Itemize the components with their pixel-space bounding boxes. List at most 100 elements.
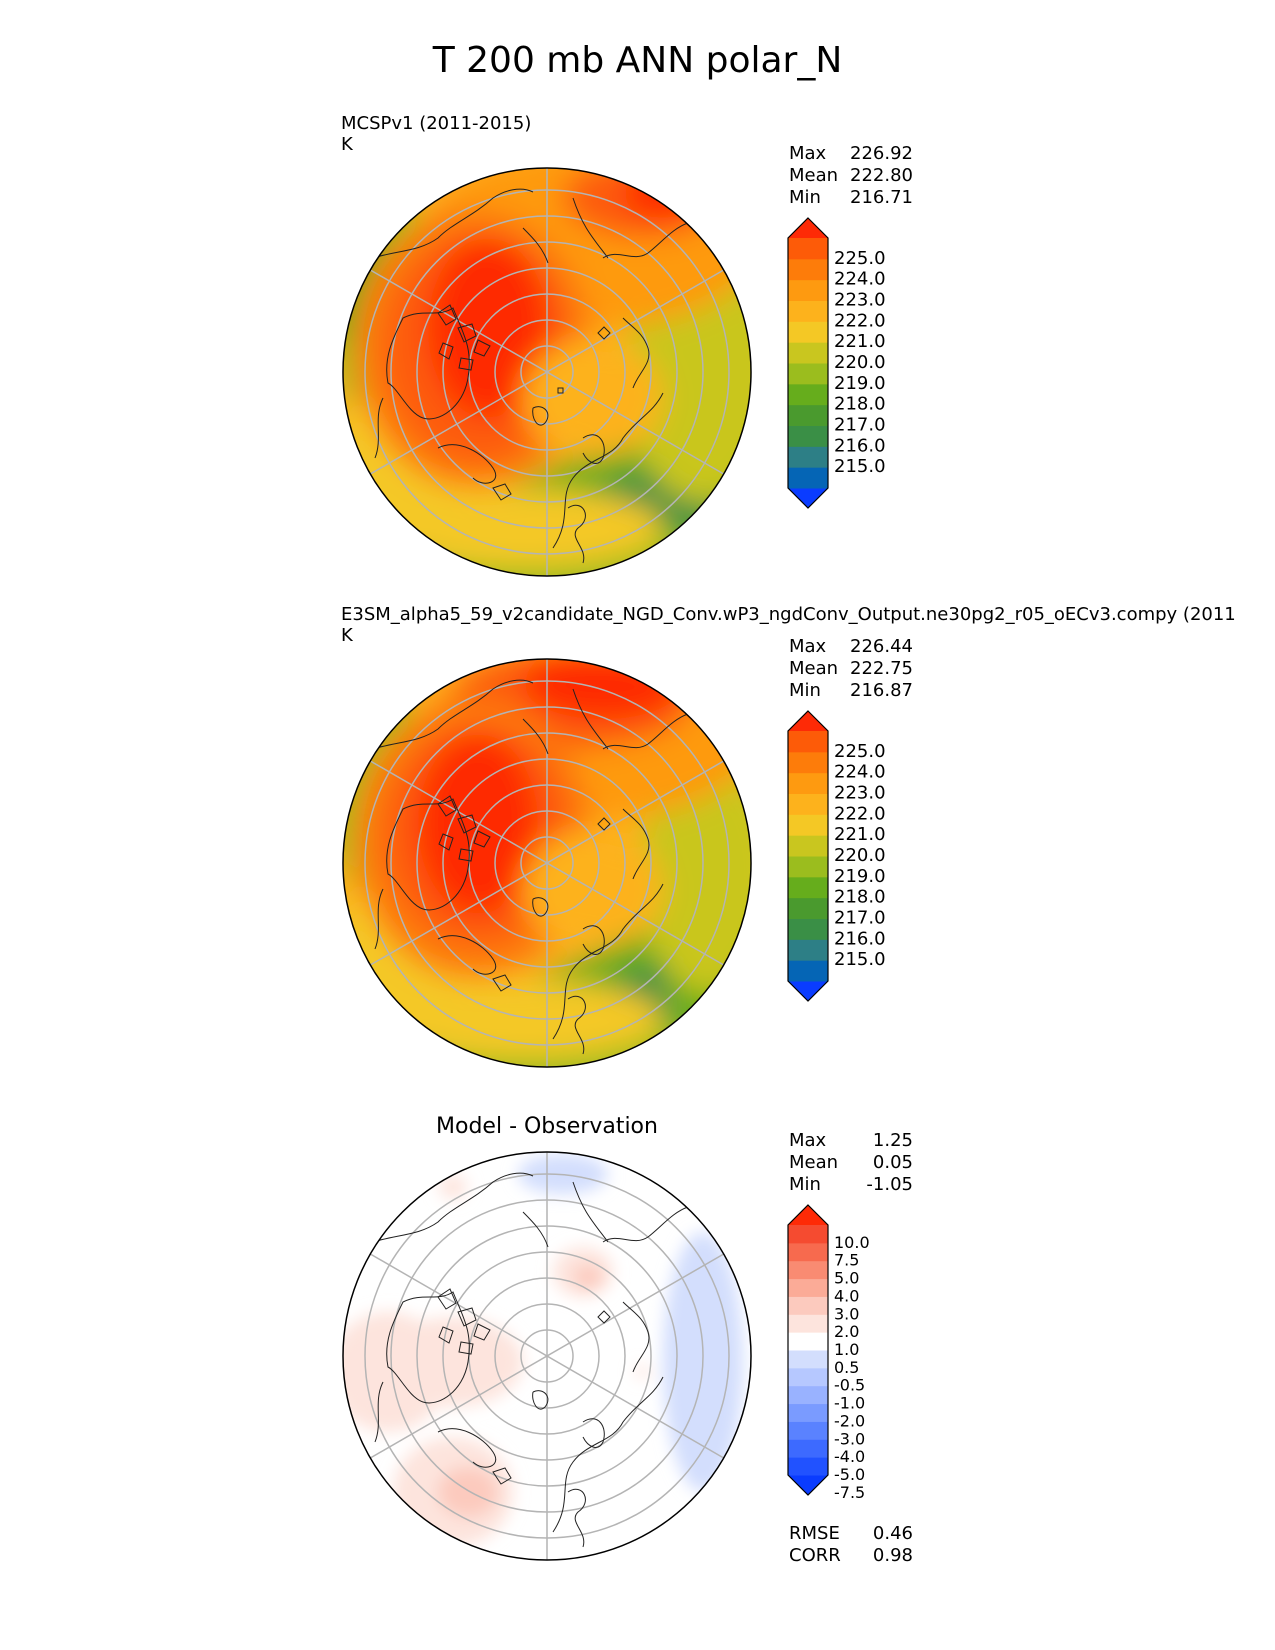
colorbar-tick-label: -3.0 [834,1429,865,1448]
colorbar-extend-max [788,711,828,731]
colorbar-block [788,1403,828,1422]
colorbar-block [788,1385,828,1405]
stat-value: 216.71 [850,187,913,208]
graticule [364,1152,730,1560]
stat-value: 0.05 [872,1152,913,1173]
colorbar-tick-label: 215.0 [834,949,886,970]
stat-value: 226.44 [850,636,913,657]
panel-3-colorbar: 10.07.55.04.03.02.01.00.5-0.5-1.0-2.0-3.… [787,1204,870,1499]
colorbar-block [788,1225,828,1244]
colorbar-block [788,897,828,919]
colorbar-tick-label: 219.0 [834,866,886,887]
colorbar-block [788,876,828,899]
colorbar-tick-label: 221.0 [834,824,886,845]
coastlines [352,1172,689,1548]
colorbar-tick-label: 219.0 [834,373,886,394]
metric-value: 0.98 [872,1545,913,1566]
colorbar-tick-label: 2.0 [834,1322,859,1341]
colorbar-tick-label: -5.0 [834,1465,865,1484]
colorbar-block [788,404,828,426]
colorbar-block [788,939,828,961]
colorbar-block [788,279,828,301]
stat-value: 226.92 [850,143,913,164]
colorbar-block [788,1332,828,1351]
colorbar-extend-min [788,488,828,508]
colorbar-block [788,1296,828,1315]
colorbar-tick-label: 220.0 [834,352,886,373]
colorbar-block [788,1278,828,1297]
panel-3-metrics: RMSE 0.46 CORR 0.98 [789,1523,913,1567]
coastlines [352,679,689,1055]
panel-1-map [342,167,752,577]
stat-label: Max [789,636,827,657]
colorbar-block [788,1421,828,1440]
colorbar-block [788,446,828,468]
colorbar-extend-min [788,1475,828,1495]
map-boundary [342,1151,752,1561]
colorbar-block [788,258,828,281]
colorbar-block [788,1314,828,1333]
colorbar-extend-max [788,218,828,238]
metric-value: 0.46 [872,1523,913,1544]
colorbar-block [788,321,828,343]
colorbar-outline [787,217,829,509]
colorbar-tick-label: -1.0 [834,1394,865,1413]
colorbar-block [788,467,828,489]
colorbar-block [788,238,828,260]
colorbar-tick-label: 225.0 [834,248,886,269]
colorbar-tick-label: 218.0 [834,394,886,415]
colorbar-block [788,1242,828,1262]
metric-label: CORR [789,1545,841,1566]
colorbar-tick-label: 224.0 [834,269,886,290]
stat-value: 1.25 [872,1130,913,1151]
stat-label: Max [789,143,827,164]
figure-title: T 200 mb ANN polar_N [432,40,843,81]
colorbar-block [788,918,828,940]
colorbar-outline [787,1204,829,1496]
map-boundary [342,167,752,577]
colorbar-block [788,383,828,406]
stat-value: -1.05 [866,1174,913,1195]
stat-label: Min [789,680,821,701]
panel-2-map [342,658,752,1068]
colorbar-block [788,814,828,836]
colorbar-tick-label: 225.0 [834,741,886,762]
colorbar-block [788,300,828,322]
colorbar-tick-label: 220.0 [834,845,886,866]
stat-value: 222.80 [850,165,913,186]
colorbar-block [788,425,828,447]
colorbar-tick-label: 222.0 [834,803,886,824]
stat-label: Mean [789,165,839,186]
colorbar-tick-label: 224.0 [834,762,886,783]
colorbar-tick-label: -7.5 [834,1483,865,1499]
colorbar-tick-label: -4.0 [834,1447,865,1466]
colorbar-tick-label: -0.5 [834,1376,865,1395]
colorbar-block [788,793,828,815]
colorbar-tick-label: 3.0 [834,1304,859,1323]
colorbar-tick-label: 216.0 [834,928,886,949]
panel-1-colorbar: 225.0224.0223.0222.0221.0220.0219.0218.0… [787,217,886,509]
colorbar-block [788,1260,828,1280]
colorbar-block [788,835,828,857]
colorbar-tick-label: 7.5 [834,1251,859,1270]
colorbar-block [788,772,828,794]
colorbar-tick-label: 217.0 [834,908,886,929]
panel-1-units: K [341,134,353,155]
colorbar-block [788,856,828,878]
graticule [364,659,730,1067]
panel-3-title: Model - Observation [436,1114,658,1139]
colorbar-block [788,1457,828,1476]
difference-field [343,1152,751,1560]
panel-2-stats: Max 226.44 Mean 222.75 Min 216.87 [789,636,913,702]
panel-3-map [342,1151,752,1561]
metric-label: RMSE [789,1523,840,1544]
colorbar-extend-max [788,1205,828,1225]
colorbar-tick-label: 217.0 [834,415,886,436]
colorbar-block [788,363,828,385]
colorbar-block [788,1367,828,1387]
colorbar-tick-label: -2.0 [834,1411,865,1430]
stat-label: Min [789,187,821,208]
colorbar-tick-label: 0.5 [834,1358,859,1377]
panel-2-title: E3SM_alpha5_59_v2candidate_NGD_Conv.wP3_… [341,604,1236,625]
colorbar-block [788,1350,828,1369]
